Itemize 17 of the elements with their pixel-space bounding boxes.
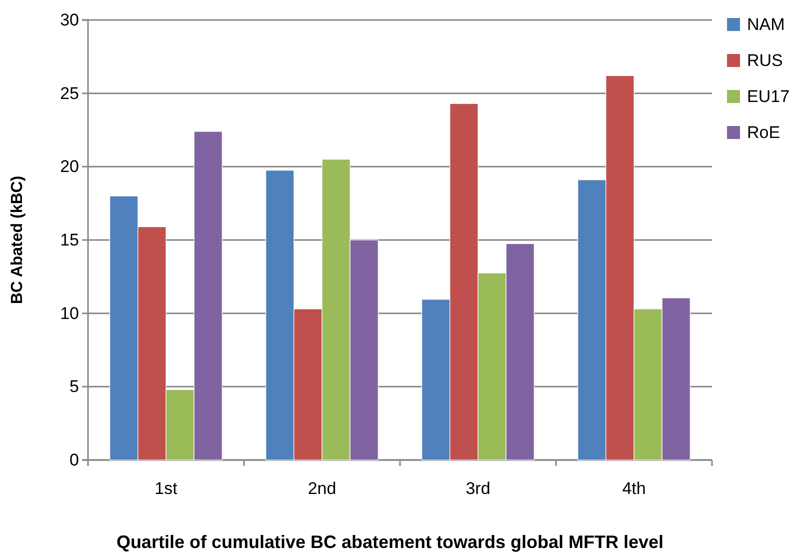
- y-tick-label: 0: [70, 450, 79, 470]
- x-tick-label: 1st: [154, 479, 178, 498]
- y-axis-title: BC Abated (kBC): [9, 176, 26, 304]
- x-tick-label: 4th: [622, 479, 646, 498]
- y-tick-label: 15: [60, 230, 79, 250]
- legend-label: RoE: [747, 123, 780, 142]
- x-tick-label: 2nd: [308, 479, 336, 498]
- y-tick-label: 25: [60, 84, 79, 103]
- x-tick-label: 3rd: [466, 479, 490, 498]
- y-tick-label: 20: [60, 157, 79, 176]
- legend-label: RUS: [747, 51, 783, 70]
- y-tick-label: 5: [70, 377, 79, 396]
- legend-label: EU17: [747, 87, 790, 106]
- y-tick-label: 30: [60, 10, 79, 30]
- x-axis-title: Quartile of cumulative BC abatement towards global MFTR level: [116, 532, 664, 552]
- y-tick-label: 10: [60, 304, 79, 323]
- legend-label: NAM: [747, 15, 785, 34]
